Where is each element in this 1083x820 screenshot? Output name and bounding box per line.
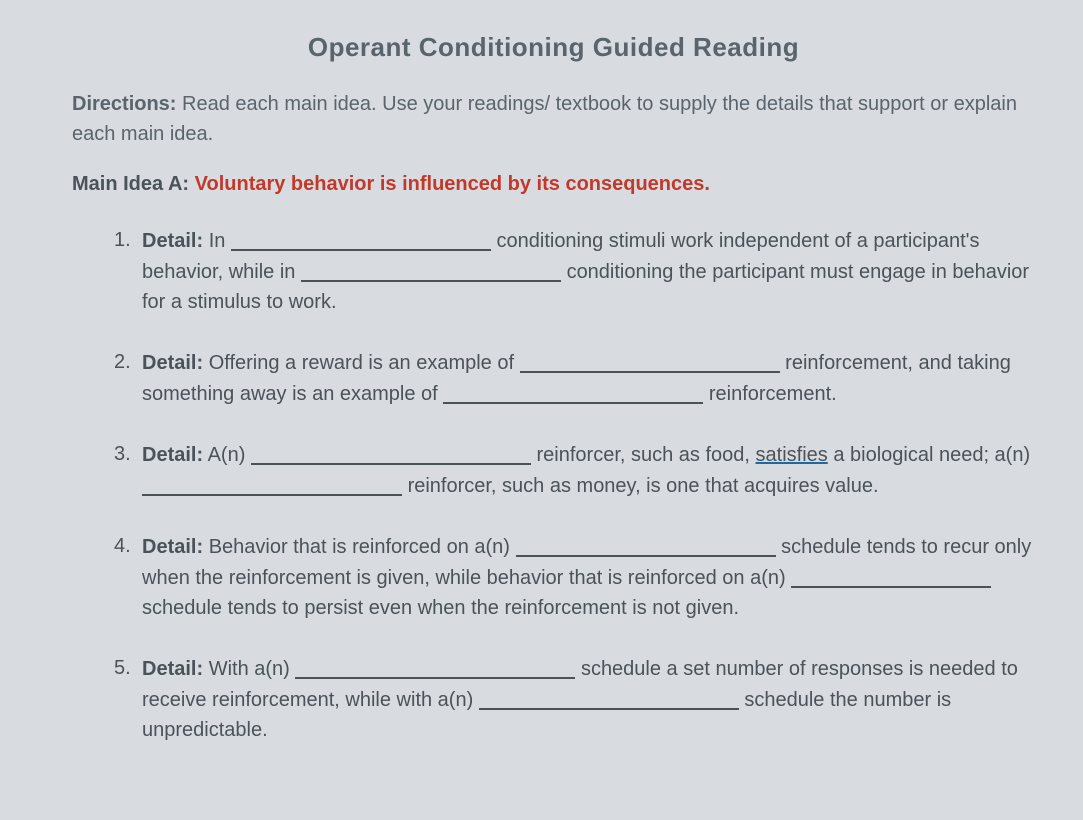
detail-label: Detail: xyxy=(142,444,203,466)
fill-blank[interactable] xyxy=(251,443,531,465)
detail-text: reinforcer, such as money, is one that a… xyxy=(408,475,879,497)
fill-blank[interactable] xyxy=(295,657,575,679)
detail-text: With a(n) xyxy=(209,658,290,680)
fill-blank[interactable] xyxy=(520,351,780,373)
detail-text: Offering a reward is an example of xyxy=(209,352,514,374)
directions-text: Read each main idea. Use your readings/ … xyxy=(72,93,1017,145)
detail-label: Detail: xyxy=(142,352,203,374)
fill-blank[interactable] xyxy=(142,474,402,496)
main-idea-text: Voluntary behavior is influenced by its … xyxy=(195,173,710,195)
detail-item-3: Detail: A(n) reinforcer, such as food, s… xyxy=(114,439,1035,501)
detail-text: a biological need; a(n) xyxy=(833,444,1030,466)
detail-item-2: Detail: Offering a reward is an example … xyxy=(114,347,1035,409)
detail-text: reinforcement. xyxy=(709,383,837,405)
detail-item-1: Detail: In conditioning stimuli work ind… xyxy=(114,225,1035,317)
directions-label: Directions: xyxy=(72,93,176,115)
fill-blank[interactable] xyxy=(231,229,491,251)
detail-label: Detail: xyxy=(142,536,203,558)
detail-item-4: Detail: Behavior that is reinforced on a… xyxy=(114,531,1035,623)
main-idea: Main Idea A: Voluntary behavior is influ… xyxy=(72,169,1035,199)
page-title: Operant Conditioning Guided Reading xyxy=(72,28,1035,67)
underlined-word: satisfies xyxy=(756,444,828,466)
directions: Directions: Read each main idea. Use you… xyxy=(72,89,1035,149)
fill-blank[interactable] xyxy=(516,535,776,557)
detail-item-5: Detail: With a(n) schedule a set number … xyxy=(114,653,1035,745)
detail-text: Behavior that is reinforced on a(n) xyxy=(209,536,510,558)
main-idea-label: Main Idea A: xyxy=(72,173,189,195)
details-list: Detail: In conditioning stimuli work ind… xyxy=(72,225,1035,745)
detail-label: Detail: xyxy=(142,658,203,680)
fill-blank[interactable] xyxy=(443,382,703,404)
fill-blank[interactable] xyxy=(301,260,561,282)
detail-text: A(n) xyxy=(208,444,246,466)
detail-text: reinforcer, such as food, xyxy=(537,444,750,466)
fill-blank[interactable] xyxy=(479,688,739,710)
detail-text: In xyxy=(209,230,226,252)
detail-label: Detail: xyxy=(142,230,203,252)
fill-blank[interactable] xyxy=(791,566,991,588)
detail-text: schedule tends to persist even when the … xyxy=(142,597,739,619)
